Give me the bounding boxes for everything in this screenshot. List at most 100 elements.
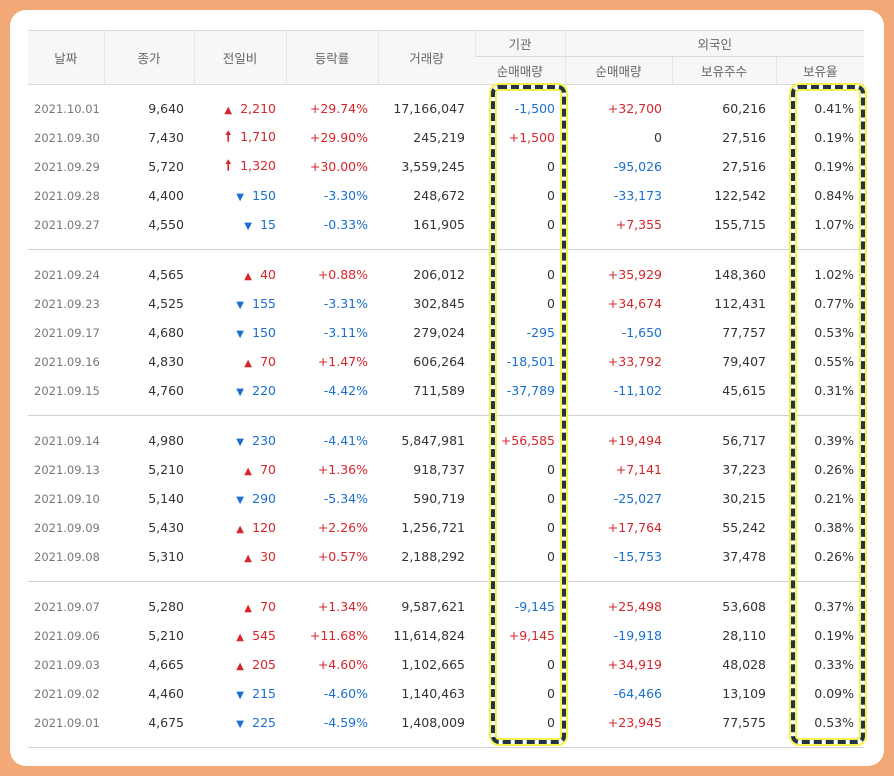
header-foreign-shares[interactable]: 보유주수 <box>671 56 776 85</box>
header-institution: 기관 <box>474 30 565 57</box>
cell-volume: 279,024 <box>413 325 465 340</box>
cell-foreign-shares: 13,109 <box>722 686 766 701</box>
up-triangle-icon: ▲ <box>236 661 244 672</box>
cell-date: 2021.10.01 <box>34 101 100 116</box>
cell-foreign-ratio: 0.53% <box>814 325 854 340</box>
cell-foreign-ratio: 0.38% <box>814 520 854 535</box>
cell-rate: +0.88% <box>317 267 368 282</box>
cell-foreign-shares: 77,575 <box>722 715 766 730</box>
table-row: 2021.09.01 4,675 ▼ 225 -4.59% 1,408,009 0 +23,9… <box>28 708 864 737</box>
upper-limit-arrow-icon: 🠕 <box>225 157 232 174</box>
cell-foreign-ratio: 0.41% <box>814 101 854 116</box>
header-volume[interactable]: 거래량 <box>377 30 475 85</box>
cell-inst-net: -37,789 <box>506 383 555 398</box>
cell-change: ▼ 230 <box>194 426 286 455</box>
cell-foreign-ratio: 0.19% <box>814 130 854 145</box>
cell-change: ▼ 215 <box>194 679 286 708</box>
cell-date: 2021.09.14 <box>34 433 100 448</box>
cell-rate: +1.34% <box>317 599 368 614</box>
cell-foreign-shares: 56,717 <box>722 433 766 448</box>
cell-date: 2021.09.17 <box>34 325 100 340</box>
cell-close: 5,720 <box>148 159 184 174</box>
cell-close: 4,400 <box>148 188 184 203</box>
cell-foreign-net: -64,466 <box>613 686 662 701</box>
cell-rate: -4.59% <box>323 715 368 730</box>
cell-date: 2021.09.15 <box>34 383 100 398</box>
cell-foreign-net: -1,650 <box>621 325 662 340</box>
table-row: 2021.09.30 7,430 🠕 1,710 +29.90% 245,219 +1,50… <box>28 123 864 152</box>
header-date[interactable]: 날짜 <box>28 30 104 85</box>
cell-foreign-ratio: 0.84% <box>814 188 854 203</box>
cell-inst-net: +9,145 <box>508 628 555 643</box>
cell-close: 4,680 <box>148 325 184 340</box>
change-value: 70 <box>260 599 276 614</box>
down-triangle-icon: ▼ <box>236 329 244 340</box>
cell-date: 2021.09.27 <box>34 217 100 232</box>
group-spacer <box>28 582 864 593</box>
down-triangle-icon: ▼ <box>236 437 244 448</box>
up-triangle-icon: ▲ <box>244 358 252 369</box>
table-row: 2021.09.28 4,400 ▼ 150 -3.30% 248,672 0 -33,173… <box>28 181 864 210</box>
header-inst-net[interactable]: 순매매량 <box>475 56 565 85</box>
cell-date: 2021.09.06 <box>34 628 100 643</box>
down-triangle-icon: ▼ <box>236 495 244 506</box>
cell-volume: 711,589 <box>413 383 465 398</box>
cell-volume: 1,102,665 <box>401 657 465 672</box>
cell-foreign-ratio: 0.33% <box>814 657 854 672</box>
table-row: 2021.09.29 5,720 🠕 1,320 +30.00% 3,559,245 0 -9… <box>28 152 864 181</box>
cell-change: ▲ 70 <box>194 592 286 621</box>
header-close[interactable]: 종가 <box>103 30 194 85</box>
upper-limit-arrow-icon: 🠕 <box>225 128 232 145</box>
cell-volume: 590,719 <box>413 491 465 506</box>
table-row: 2021.09.08 5,310 ▲ 30 +0.57% 2,188,292 0 -15,75… <box>28 542 864 571</box>
table-row: 2021.09.13 5,210 ▲ 70 +1.36% 918,737 0 +7,141 37… <box>28 455 864 484</box>
cell-rate: -3.30% <box>323 188 368 203</box>
cell-change: 🠕 1,320 <box>194 152 286 181</box>
cell-close: 5,310 <box>148 549 184 564</box>
up-triangle-icon: ▲ <box>236 632 244 643</box>
cell-foreign-shares: 55,242 <box>722 520 766 535</box>
header-foreign-net[interactable]: 순매매량 <box>564 56 672 85</box>
cell-close: 4,830 <box>148 354 184 369</box>
cell-foreign-ratio: 0.39% <box>814 433 854 448</box>
header-foreign-ratio[interactable]: 보유율 <box>775 56 864 85</box>
cell-foreign-ratio: 0.19% <box>814 628 854 643</box>
up-triangle-icon: ▲ <box>236 524 244 535</box>
cell-rate: -4.42% <box>323 383 368 398</box>
up-triangle-icon: ▲ <box>244 271 252 282</box>
table-row: 2021.09.02 4,460 ▼ 215 -4.60% 1,140,463 0 -64,4… <box>28 679 864 708</box>
cell-foreign-shares: 112,431 <box>714 296 766 311</box>
cell-foreign-shares: 60,216 <box>722 101 766 116</box>
content-frame <box>10 10 884 766</box>
table-row: 2021.09.09 5,430 ▲ 120 +2.26% 1,256,721 0 +17,7… <box>28 513 864 542</box>
cell-volume: 1,408,009 <box>401 715 465 730</box>
investor-trading-table: 날짜 종가 전일비 등락률 거래량 기관 외국인 순매매량 순매매량 보유주수 … <box>28 30 864 748</box>
down-triangle-icon: ▼ <box>236 387 244 398</box>
change-value: 40 <box>260 267 276 282</box>
cell-foreign-ratio: 0.26% <box>814 549 854 564</box>
cell-foreign-ratio: 0.53% <box>814 715 854 730</box>
down-triangle-icon: ▼ <box>244 221 252 232</box>
table-row: 2021.09.17 4,680 ▼ 150 -3.11% 279,024 -295 -1,6… <box>28 318 864 347</box>
cell-volume: 302,845 <box>413 296 465 311</box>
down-triangle-icon: ▼ <box>236 192 244 203</box>
cell-date: 2021.09.03 <box>34 657 100 672</box>
cell-rate: +29.90% <box>309 130 368 145</box>
cell-date: 2021.09.29 <box>34 159 100 174</box>
change-value: 2,210 <box>240 101 276 116</box>
header-rate[interactable]: 등락률 <box>285 30 378 85</box>
cell-rate: +2.26% <box>317 520 368 535</box>
cell-change: ▼ 150 <box>194 181 286 210</box>
change-value: 150 <box>252 325 276 340</box>
group-spacer <box>28 416 864 427</box>
header-change[interactable]: 전일비 <box>193 30 286 85</box>
change-value: 155 <box>252 296 276 311</box>
change-value: 545 <box>252 628 276 643</box>
cell-foreign-ratio: 0.77% <box>814 296 854 311</box>
table-row: 2021.09.23 4,525 ▼ 155 -3.31% 302,845 0 +34,674… <box>28 289 864 318</box>
cell-change: ▲ 40 <box>194 260 286 289</box>
cell-inst-net: +1,500 <box>508 130 555 145</box>
cell-volume: 3,559,245 <box>401 159 465 174</box>
cell-foreign-shares: 37,478 <box>722 549 766 564</box>
cell-foreign-shares: 53,608 <box>722 599 766 614</box>
